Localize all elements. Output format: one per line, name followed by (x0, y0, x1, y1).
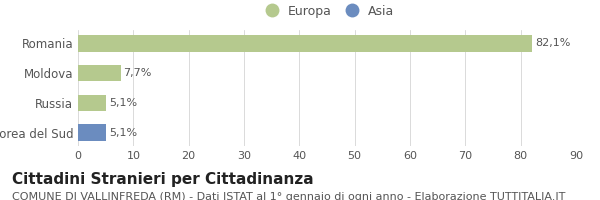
Text: COMUNE DI VALLINFREDA (RM) - Dati ISTAT al 1° gennaio di ogni anno - Elaborazion: COMUNE DI VALLINFREDA (RM) - Dati ISTAT … (12, 192, 565, 200)
Text: 7,7%: 7,7% (124, 68, 152, 78)
Text: 5,1%: 5,1% (109, 128, 137, 138)
Text: 5,1%: 5,1% (109, 98, 137, 108)
Bar (78, 35, 532, 52)
Bar (78, 124, 106, 141)
Bar (78, 65, 121, 81)
Text: 82,1%: 82,1% (535, 38, 571, 48)
Bar (78, 95, 106, 111)
Legend: Europa, Asia: Europa, Asia (256, 1, 398, 21)
Text: Cittadini Stranieri per Cittadinanza: Cittadini Stranieri per Cittadinanza (12, 172, 314, 187)
